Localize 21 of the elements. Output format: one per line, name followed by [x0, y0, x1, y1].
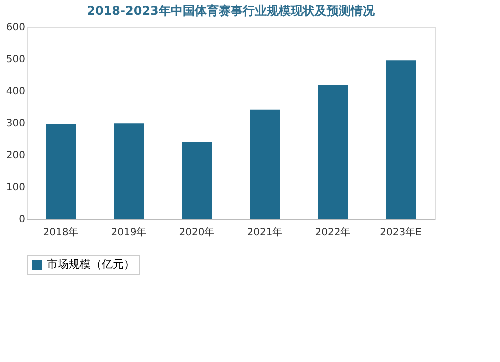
y-tick-label: 0 — [19, 214, 26, 226]
y-tick-label: 300 — [6, 118, 26, 130]
y-tick-label: 500 — [6, 54, 26, 66]
bar — [386, 60, 416, 219]
bar — [250, 110, 280, 219]
y-tick-label: 600 — [6, 22, 26, 34]
x-tick-label: 2020年 — [179, 226, 215, 238]
y-tick-label: 400 — [6, 86, 26, 98]
x-tick-label: 2022年 — [315, 226, 351, 238]
chart-title: 2018-2023年中国体育赛事行业规模现状及预测情况 — [87, 4, 376, 18]
bar — [182, 142, 212, 219]
bar — [318, 86, 348, 219]
y-tick-label: 200 — [6, 150, 26, 162]
x-tick-label: 2018年 — [43, 226, 79, 238]
x-tick-label: 2023年E — [380, 226, 422, 238]
legend-label: 市场规模（亿元） — [47, 258, 135, 271]
x-tick-label: 2021年 — [247, 226, 283, 238]
bar — [46, 124, 76, 219]
y-tick-label: 100 — [6, 182, 26, 194]
x-tick-label: 2019年 — [111, 226, 147, 238]
bar — [114, 124, 144, 219]
